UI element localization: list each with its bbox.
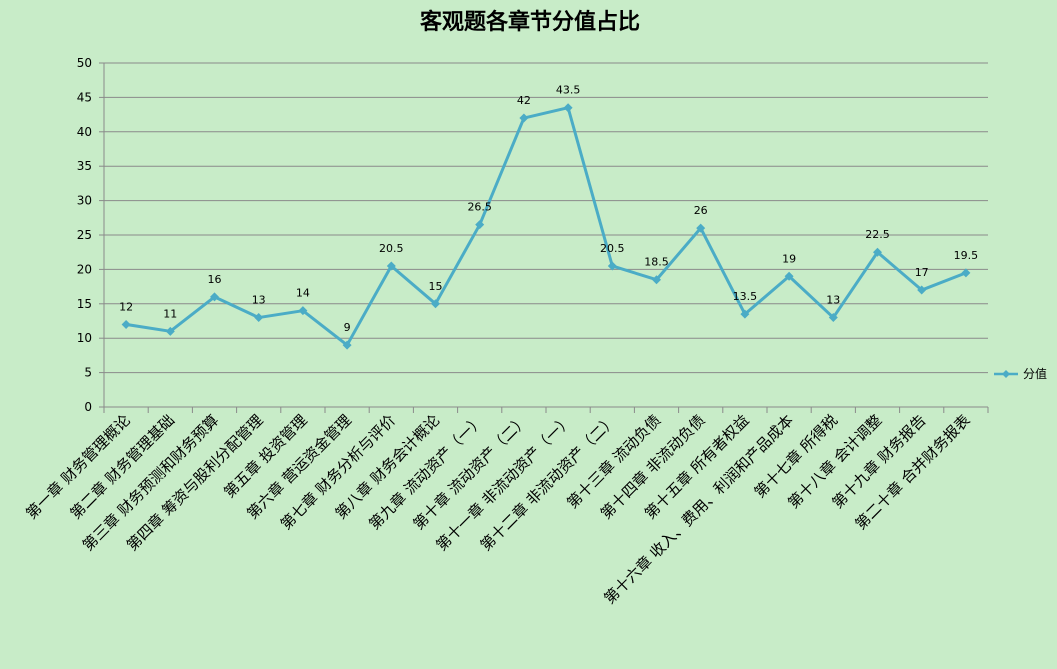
data-point xyxy=(431,299,440,309)
data-label: 26 xyxy=(694,204,708,217)
data-label: 42 xyxy=(517,94,531,107)
data-point xyxy=(873,247,882,257)
data-label: 14 xyxy=(296,287,310,300)
data-label: 26.5 xyxy=(467,201,492,214)
chart-title: 客观题各章节分值占比 xyxy=(420,9,640,35)
y-tick-label: 40 xyxy=(77,125,92,139)
y-tick-label: 0 xyxy=(84,400,92,414)
data-point xyxy=(607,261,617,271)
y-tick-label: 20 xyxy=(77,262,92,276)
data-label: 13 xyxy=(826,294,840,307)
data-label: 43.5 xyxy=(556,84,581,97)
data-label: 19.5 xyxy=(954,249,979,262)
data-point xyxy=(386,261,396,271)
data-label: 20.5 xyxy=(600,242,625,255)
data-point xyxy=(828,313,838,323)
data-label: 12 xyxy=(119,300,133,313)
series-line xyxy=(125,106,967,347)
data-point xyxy=(740,309,750,319)
data-point xyxy=(475,220,485,230)
data-label: 22.5 xyxy=(865,228,890,241)
data-point xyxy=(298,306,308,316)
data-label: 9 xyxy=(344,321,351,334)
data-point xyxy=(917,285,927,295)
data-label: 13 xyxy=(252,294,266,307)
legend: 分值 xyxy=(994,366,1047,381)
data-point xyxy=(254,313,264,323)
data-point xyxy=(961,268,971,278)
y-tick-label: 15 xyxy=(77,297,92,311)
data-label: 15 xyxy=(429,280,443,293)
data-point xyxy=(121,319,131,329)
y-tick-label: 5 xyxy=(84,366,92,380)
data-label: 19 xyxy=(782,252,796,265)
data-label: 13.5 xyxy=(733,290,758,303)
y-tick-label: 50 xyxy=(77,56,92,70)
y-tick-label: 30 xyxy=(77,194,92,208)
data-point xyxy=(519,113,529,123)
gridlines xyxy=(104,62,988,374)
data-label: 20.5 xyxy=(379,242,404,255)
data-label: 18.5 xyxy=(644,256,669,269)
data-point xyxy=(165,326,175,336)
series-group: 12 11 16 13 14 9 20.5 15 26.5 42 43.5 20.5 18.5 26 13.… xyxy=(119,84,978,350)
y-tick-label: 45 xyxy=(77,90,92,104)
data-point xyxy=(652,275,661,285)
data-point xyxy=(210,292,219,302)
data-point xyxy=(342,340,352,350)
y-tick-label: 10 xyxy=(77,331,92,345)
y-axis: 0 5 10 15 20 25 30 35 40 45 50 xyxy=(77,56,105,414)
y-tick-label: 25 xyxy=(77,228,92,242)
data-point xyxy=(563,103,573,113)
data-point xyxy=(784,271,794,281)
data-point xyxy=(696,223,706,233)
y-tick-label: 35 xyxy=(77,159,92,173)
data-label: 11 xyxy=(163,307,177,320)
legend-marker-swatch xyxy=(1002,370,1010,378)
data-label: 16 xyxy=(208,273,222,286)
data-label: 17 xyxy=(915,266,929,279)
legend-series-name: 分值 xyxy=(1023,366,1047,381)
